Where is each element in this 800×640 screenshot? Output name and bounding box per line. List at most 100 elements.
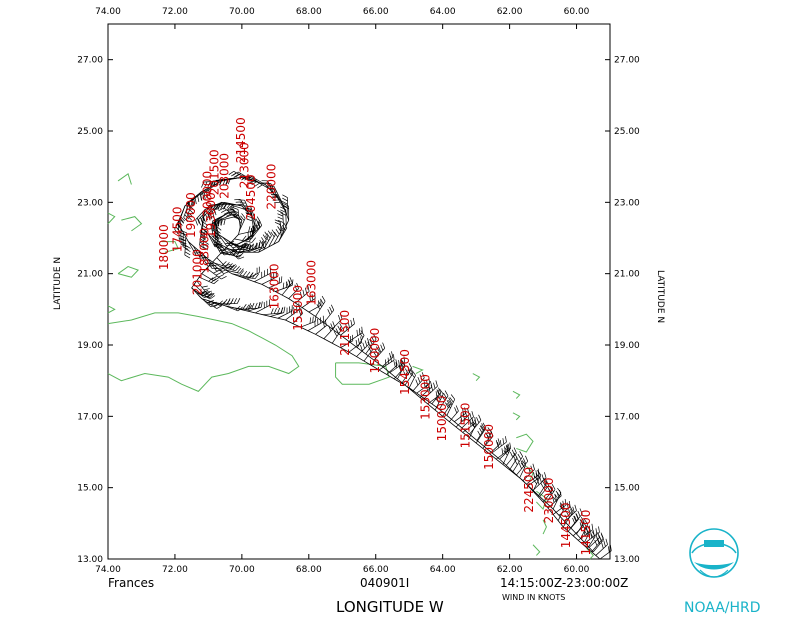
- y-tick-label-right: 23.00: [614, 198, 640, 208]
- wind-barb: [386, 359, 398, 375]
- wind-barb: [232, 207, 241, 228]
- wind-barb: [177, 223, 186, 245]
- flight-track: [174, 171, 612, 560]
- wind-barb: [254, 267, 271, 283]
- y-tick-label-left: 15.00: [77, 484, 103, 494]
- wind-barb: [245, 209, 254, 230]
- y-tick-label-left: 21.00: [77, 270, 103, 280]
- time-label: 163000: [268, 264, 282, 310]
- wind-barb: [239, 213, 246, 232]
- wind-barb: [179, 205, 186, 224]
- y-tick-label-left: 17.00: [77, 412, 103, 422]
- wind-barb: [340, 317, 355, 336]
- wind-barb: [419, 380, 433, 398]
- x-tick-label-bottom: 70.00: [229, 565, 255, 575]
- time-label: 153000: [291, 285, 305, 331]
- coastline-barbuda: [512, 390, 521, 399]
- wind-barb: [225, 267, 244, 274]
- coastlines: [107, 172, 594, 560]
- coastline-guadeloupe: [516, 433, 534, 453]
- coastline-bahamas-se: [121, 216, 143, 232]
- wind-barb: [270, 306, 286, 317]
- wind-barb: [496, 442, 512, 460]
- wind-barb: [220, 201, 242, 210]
- wind-barb: [491, 436, 507, 454]
- wind-barb: [461, 411, 474, 429]
- wind-barb: [323, 321, 336, 339]
- time-label: 144500: [559, 502, 573, 548]
- y-tick-label-left: 19.00: [77, 341, 103, 351]
- wind-barb: [401, 363, 413, 384]
- wind-barb: [196, 280, 214, 296]
- wind-barb: [564, 504, 577, 522]
- x-tick-label-bottom: 72.00: [162, 565, 188, 575]
- wind-barb: [416, 377, 431, 394]
- wind-barb: [476, 423, 485, 441]
- wind-barb: [199, 276, 219, 285]
- wind-barb: [340, 334, 354, 348]
- wind-barb: [519, 460, 527, 479]
- y-tick-label-left: 25.00: [77, 127, 103, 137]
- y-tick-label-right: 25.00: [614, 127, 640, 137]
- wind-barb: [348, 326, 363, 342]
- wind-barb: [203, 183, 217, 200]
- wind-barb: [593, 534, 604, 553]
- time-label: 224500: [522, 467, 536, 513]
- units-note: WIND IN KNOTS: [502, 593, 565, 602]
- wind-barb: [285, 303, 301, 321]
- wind-barb: [214, 218, 222, 241]
- wind-barb: [356, 338, 370, 357]
- wind-barb: [219, 298, 241, 305]
- wind-barb: [252, 240, 267, 253]
- y-tick-label-right: 15.00: [614, 484, 640, 494]
- time-label: 180000: [157, 224, 171, 270]
- wind-barb: [522, 463, 535, 481]
- wind-barb: [292, 307, 303, 324]
- wind-barb: [404, 368, 414, 386]
- x-tick-label-top: 72.00: [162, 7, 188, 17]
- coastline-hispaniola: [107, 312, 300, 392]
- y-tick-label-left: 23.00: [77, 198, 103, 208]
- wind-barb: [242, 175, 260, 184]
- x-tick-label-bottom: 68.00: [296, 565, 322, 575]
- wind-barb: [220, 264, 240, 272]
- wind-barb: [446, 394, 456, 416]
- wind-barb: [196, 292, 215, 298]
- wind-barb: [378, 354, 395, 371]
- coastline-acklins: [107, 212, 116, 225]
- noaa-hrd-label: NOAA/HRD: [684, 600, 761, 616]
- wind-barb: [234, 235, 256, 243]
- wind-barb: [255, 299, 270, 314]
- y-tick-label-right: 13.00: [614, 555, 640, 565]
- wind-barb: [469, 414, 482, 435]
- wind-barb: [408, 370, 416, 388]
- y-tick-label-right: 19.00: [614, 341, 640, 351]
- wind-barb: [261, 271, 277, 285]
- coastline-great-inagua: [117, 265, 140, 278]
- wind-barb: [188, 241, 203, 256]
- wind-barb: [221, 249, 244, 258]
- wind-barb: [238, 224, 256, 235]
- wind-barb: [261, 180, 274, 194]
- wind-barb: [179, 219, 188, 236]
- coastline-puerto-rico: [335, 362, 390, 385]
- time-label: 193000: [204, 192, 218, 238]
- x-tick-label-bottom: 60.00: [564, 565, 590, 575]
- x-tick-label-top: 60.00: [564, 7, 590, 17]
- wind-barb: [454, 407, 466, 422]
- wind-barb: [412, 372, 425, 392]
- wind-barb: [247, 301, 263, 312]
- y-tick-label-left: 27.00: [77, 56, 103, 66]
- coastline-st-lucia: [542, 519, 547, 535]
- x-axis-label: LONGITUDE W: [336, 598, 444, 616]
- x-tick-label-bottom: 74.00: [95, 565, 121, 575]
- wind-barb: [308, 299, 322, 313]
- wind-barb: [348, 336, 363, 353]
- wind-barb: [183, 202, 190, 222]
- wind-barb: [365, 333, 377, 355]
- wind-barb: [539, 480, 549, 497]
- wind-barb: [288, 282, 299, 299]
- wind-barb: [431, 387, 442, 405]
- wind-barb: [595, 538, 608, 556]
